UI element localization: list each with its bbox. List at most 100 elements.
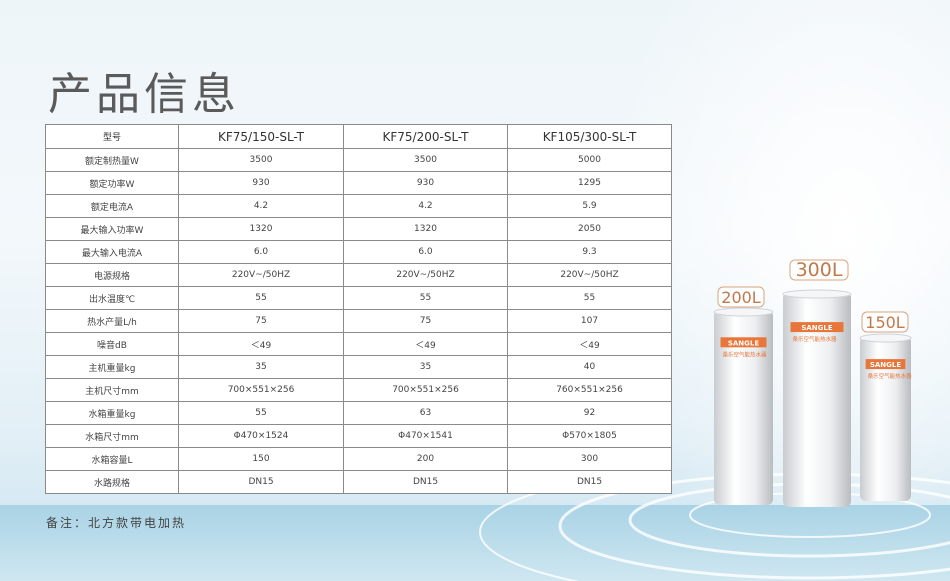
water-tank-300L: SANGLE 桑乐空气能热水器 300L	[782, 259, 852, 507]
table-row: 额定电流A 4.2 4.2 5.9	[45, 194, 672, 218]
cell: 3500	[178, 148, 344, 172]
product-label: 桑乐空气能热水器	[868, 372, 913, 380]
cell: 63	[343, 401, 508, 425]
brand-logo	[790, 322, 844, 333]
cell: 1320	[343, 217, 508, 241]
spec-table: 型号 KF75/150-SL-T KF75/200-SL-T KF105/300-SL…	[45, 124, 672, 494]
table-row: 水路规格 DN15 DN15 DN15	[45, 470, 672, 494]
water-tank-200L: SANGLE 桑乐空气能热水器 200L	[713, 286, 774, 505]
brand-logo	[720, 337, 767, 348]
table-row: 水箱重量kg 55 63 92	[45, 401, 672, 425]
cell: 150	[178, 447, 344, 471]
table-row: 水箱尺寸mm Φ470×1524 Φ470×1541 Φ570×1805	[45, 424, 672, 448]
row-label: 噪音dB	[45, 332, 179, 356]
table-row: 主机重量kg 35 35 40	[45, 355, 672, 379]
row-label: 水箱尺寸mm	[45, 424, 179, 448]
cell: 220V~/50HZ	[178, 263, 344, 287]
cell: 40	[507, 355, 672, 379]
row-label: 水路规格	[45, 470, 179, 494]
table-row: 噪音dB ＜49 ＜49 ＜49	[45, 332, 672, 356]
cell: 35	[343, 355, 508, 379]
cell: 35	[178, 355, 344, 379]
table-row: 最大输入电流A 6.0 6.0 9.3	[45, 240, 672, 264]
cell: Φ570×1805	[507, 424, 672, 448]
table-row: 水箱容量L 150 200 300	[45, 447, 672, 471]
cell: 700×551×256	[343, 378, 508, 402]
cell: 2050	[507, 217, 672, 241]
table-row: 出水温度℃ 55 55 55	[45, 286, 672, 310]
cell: 930	[343, 171, 508, 195]
row-label: 额定电流A	[45, 194, 179, 218]
cell: 75	[343, 309, 508, 333]
cell: DN15	[178, 470, 344, 494]
brand-text: SANGLE	[870, 361, 902, 369]
background-water	[0, 505, 950, 581]
cell: 6.0	[178, 240, 344, 264]
cell: 200	[343, 447, 508, 471]
row-label: 最大输入功率W	[45, 217, 179, 241]
cell: DN15	[343, 470, 508, 494]
water-tank-150L: SANGLE 桑乐空气能热水器 150L	[859, 311, 913, 501]
row-label: 额定功率W	[45, 171, 179, 195]
row-label: 水箱容量L	[45, 447, 179, 471]
cell: 300	[507, 447, 672, 471]
table-row: 最大输入功率W 1320 1320 2050	[45, 217, 672, 241]
cell: 1320	[178, 217, 344, 241]
cell: KF75/200-SL-T	[343, 124, 508, 149]
product-image: SANGLE桑乐空气能热水器200LSANGLE桑乐空气能热水器300LSANG…	[713, 259, 913, 507]
cell: DN15	[507, 470, 672, 494]
cell: 9.3	[507, 240, 672, 264]
cell: 55	[507, 286, 672, 310]
row-label: 出水温度℃	[45, 286, 179, 310]
page-title: 产品信息	[48, 69, 240, 120]
product-label: 桑乐空气能热水器	[722, 350, 767, 358]
row-label: 水箱重量kg	[45, 401, 179, 425]
product-label: 桑乐空气能热水器	[792, 335, 837, 343]
brand-text: SANGLE	[801, 324, 833, 332]
cell: 75	[178, 309, 344, 333]
cell: 220V~/50HZ	[343, 263, 508, 287]
table-row: 热水产量L/h 75 75 107	[45, 309, 672, 333]
table-row: 额定制热量W 3500 3500 5000	[45, 148, 672, 172]
brand-text: SANGLE	[728, 339, 760, 347]
cell: 55	[178, 286, 344, 310]
cell: 1295	[507, 171, 672, 195]
cell: 760×551×256	[507, 378, 672, 402]
capacity-label: 300L	[796, 259, 843, 281]
row-label: 主机尺寸mm	[45, 378, 179, 402]
row-label: 热水产量L/h	[45, 309, 179, 333]
table-row: 主机尺寸mm 700×551×256 700×551×256 760×551×256	[45, 378, 672, 402]
row-label: 电源规格	[45, 263, 179, 287]
cell: 55	[178, 401, 344, 425]
row-label: 主机重量kg	[45, 355, 179, 379]
cell: KF75/150-SL-T	[178, 124, 344, 149]
cell: 107	[507, 309, 672, 333]
cell: 6.0	[343, 240, 508, 264]
cell: ＜49	[178, 332, 344, 356]
cell: 5000	[507, 148, 672, 172]
table-header-row: 型号 KF75/150-SL-T KF75/200-SL-T KF105/300-SL…	[45, 124, 672, 149]
cell: 4.2	[178, 194, 344, 218]
cell: 5.9	[507, 194, 672, 218]
brand-logo	[865, 359, 906, 370]
cell: Φ470×1524	[178, 424, 344, 448]
row-label: 额定制热量W	[45, 148, 179, 172]
capacity-label: 200L	[721, 288, 761, 307]
cell: ＜49	[343, 332, 508, 356]
table-row: 额定功率W 930 930 1295	[45, 171, 672, 195]
cell: 92	[507, 401, 672, 425]
cell: 55	[343, 286, 508, 310]
cell: 700×551×256	[178, 378, 344, 402]
cell: 4.2	[343, 194, 508, 218]
footnote: 备注：北方款带电加热	[46, 516, 187, 530]
cell: 3500	[343, 148, 508, 172]
row-label: 型号	[45, 124, 179, 149]
cell: Φ470×1541	[343, 424, 508, 448]
cell: ＜49	[507, 332, 672, 356]
row-label: 最大输入电流A	[45, 240, 179, 264]
capacity-label: 150L	[865, 313, 905, 332]
cell: 220V~/50HZ	[507, 263, 672, 287]
cell: KF105/300-SL-T	[507, 124, 672, 149]
table-row: 电源规格 220V~/50HZ 220V~/50HZ 220V~/50HZ	[45, 263, 672, 287]
cell: 930	[178, 171, 344, 195]
